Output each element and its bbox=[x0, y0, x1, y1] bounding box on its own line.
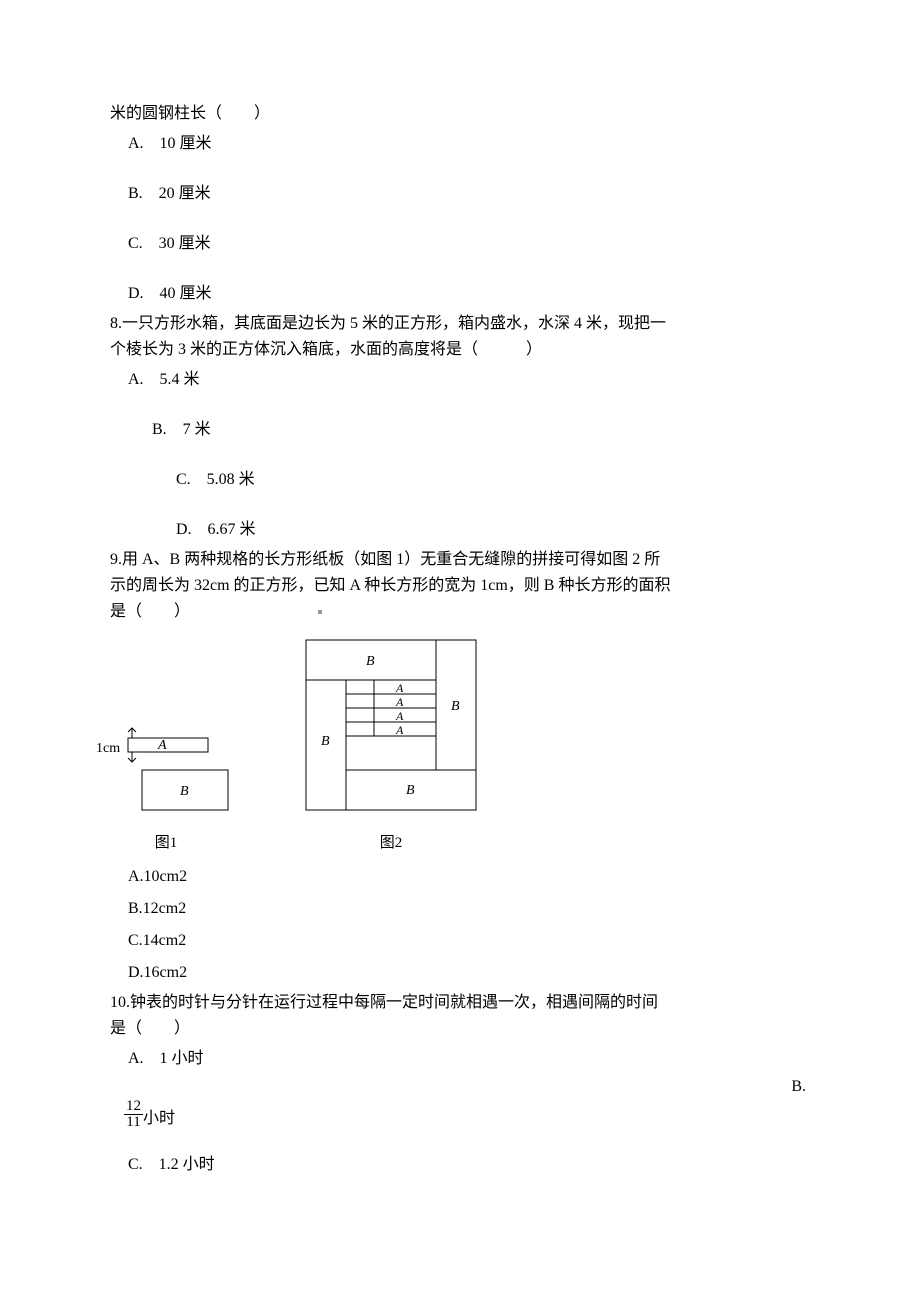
fig1-a-label: A bbox=[157, 738, 167, 753]
q7-stem-cont: 米的圆钢柱长（ ） bbox=[110, 102, 810, 126]
q9-figure-2: B B B B A A A A 图2 bbox=[296, 630, 486, 855]
fig2-b-left: B bbox=[321, 734, 330, 749]
q10-opt-b-row: B. bbox=[110, 1075, 810, 1099]
q7-opt-a: A. 10 厘米 bbox=[110, 128, 810, 160]
q7-opt-b: B. 20 厘米 bbox=[110, 178, 810, 210]
q9-stem-line1: 9.用 A、B 两种规格的长方形纸板（如图 1）无重合无缝隙的拼接可得如图 2 … bbox=[110, 548, 810, 572]
q10-opt-b-letter: B. bbox=[791, 1075, 810, 1099]
q7-opt-d: D. 40 厘米 bbox=[110, 278, 810, 310]
q9-figures: 1cm A B 图1 B B bbox=[96, 630, 810, 855]
q8-stem-line1: 8.一只方形水箱，其底面是边长为 5 米的正方形，箱内盛水，水深 4 米，现把一 bbox=[110, 312, 810, 336]
fig2-a1: A bbox=[395, 681, 404, 695]
q8-stem-line2: 个棱长为 3 米的正方体沉入箱底，水面的高度将是（ ） bbox=[110, 338, 810, 362]
q10-opt-b-frac: 12 11 小时 bbox=[110, 1099, 810, 1132]
q9-opt-b: B.12cm2 bbox=[110, 893, 810, 925]
q10-stem-line2: 是（ ） bbox=[110, 1017, 810, 1041]
q10-opt-a: A. 1 小时 bbox=[110, 1043, 810, 1075]
center-dot-icon bbox=[318, 610, 322, 614]
q9-stem-line2: 示的周长为 32cm 的正方形，已知 A 种长方形的宽为 1cm，则 B 种长方… bbox=[110, 574, 810, 598]
q8-opt-c: C. 5.08 米 bbox=[110, 464, 810, 496]
fig2-a2: A bbox=[395, 695, 404, 709]
q10-opt-b-tail: 小时 bbox=[143, 1107, 175, 1131]
fig2-b-bottom: B bbox=[406, 783, 415, 798]
q10-opt-b-num: 12 bbox=[124, 1099, 143, 1116]
q10-opt-b-den: 11 bbox=[124, 1115, 143, 1131]
q9-stem-line3: 是（ ） bbox=[110, 603, 190, 620]
fig2-a3: A bbox=[395, 709, 404, 723]
q8-opt-d: D. 6.67 米 bbox=[110, 514, 810, 546]
fig1-caption: 图1 bbox=[96, 832, 236, 855]
fig2-caption: 图2 bbox=[296, 832, 486, 855]
q9-opt-a: A.10cm2 bbox=[110, 861, 810, 893]
q9-opt-d: D.16cm2 bbox=[110, 957, 810, 989]
fig2-b-top: B bbox=[366, 654, 375, 669]
fig1-1cm-label: 1cm bbox=[96, 741, 120, 756]
q7-opt-c: C. 30 厘米 bbox=[110, 228, 810, 260]
q10-stem-line1: 10.钟表的时针与分针在运行过程中每隔一定时间就相遇一次，相遇间隔的时间 bbox=[110, 991, 810, 1015]
fig2-a4: A bbox=[395, 723, 404, 737]
fig2-b-right: B bbox=[451, 699, 460, 714]
q8-opt-a: A. 5.4 米 bbox=[110, 364, 810, 396]
q8-opt-b: B. 7 米 bbox=[110, 414, 810, 446]
fig1-b-label: B bbox=[180, 784, 189, 799]
q9-figure-1: 1cm A B 图1 bbox=[96, 690, 236, 855]
q10-opt-c: C. 1.2 小时 bbox=[110, 1149, 810, 1181]
q9-opt-c: C.14cm2 bbox=[110, 925, 810, 957]
